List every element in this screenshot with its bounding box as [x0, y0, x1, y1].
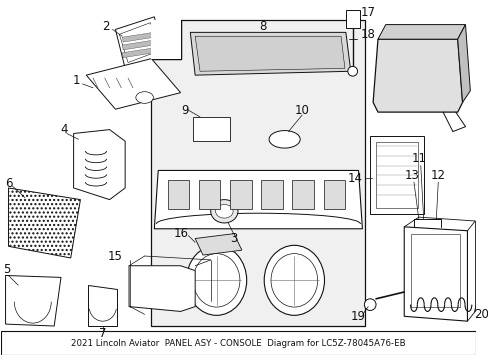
Polygon shape — [129, 266, 195, 311]
Text: 3: 3 — [230, 232, 237, 245]
Polygon shape — [195, 234, 242, 255]
Polygon shape — [74, 130, 125, 199]
Ellipse shape — [270, 253, 317, 307]
Ellipse shape — [347, 66, 357, 76]
Polygon shape — [457, 24, 469, 102]
Polygon shape — [88, 285, 117, 326]
Text: 13: 13 — [404, 169, 419, 182]
Text: 8: 8 — [259, 20, 266, 33]
Text: 19: 19 — [350, 310, 366, 323]
Polygon shape — [404, 227, 467, 321]
Bar — [292, 180, 313, 210]
Polygon shape — [119, 23, 159, 63]
Bar — [161, 250, 331, 320]
Ellipse shape — [193, 253, 240, 307]
Ellipse shape — [210, 199, 238, 223]
Text: 2: 2 — [102, 20, 109, 33]
Text: 9: 9 — [182, 104, 189, 117]
Bar — [323, 180, 344, 210]
Text: 1: 1 — [73, 75, 80, 87]
Bar — [345, 10, 359, 27]
Text: 17: 17 — [360, 6, 375, 19]
Text: 4: 4 — [60, 123, 67, 136]
Polygon shape — [122, 40, 154, 50]
Text: 18: 18 — [360, 28, 375, 41]
Text: 20: 20 — [473, 308, 488, 321]
Bar — [261, 180, 282, 210]
Text: 10: 10 — [294, 104, 309, 117]
Bar — [0, 331, 475, 355]
Ellipse shape — [268, 131, 300, 148]
Bar — [167, 180, 189, 210]
Polygon shape — [154, 170, 362, 229]
Text: 2021 Lincoln Aviator  PANEL ASY - CONSOLE  Diagram for LC5Z-78045A76-EB: 2021 Lincoln Aviator PANEL ASY - CONSOLE… — [70, 338, 405, 347]
Polygon shape — [372, 39, 462, 112]
Bar — [230, 180, 251, 210]
Text: 5: 5 — [2, 263, 10, 276]
Ellipse shape — [136, 92, 153, 103]
Polygon shape — [5, 275, 61, 326]
Text: 12: 12 — [430, 169, 445, 182]
Polygon shape — [86, 59, 180, 109]
Text: 11: 11 — [410, 152, 426, 165]
Bar — [199, 180, 220, 210]
Polygon shape — [122, 32, 154, 42]
Text: 6: 6 — [5, 177, 12, 190]
Bar — [375, 142, 417, 208]
Ellipse shape — [186, 245, 246, 315]
Text: 16: 16 — [174, 227, 189, 240]
Ellipse shape — [364, 299, 375, 310]
Bar — [410, 234, 459, 307]
Ellipse shape — [215, 204, 233, 218]
Polygon shape — [151, 20, 365, 326]
Polygon shape — [190, 32, 350, 75]
Polygon shape — [195, 36, 344, 71]
Ellipse shape — [264, 245, 324, 315]
Text: 14: 14 — [346, 172, 362, 185]
Bar — [369, 136, 423, 214]
Text: 15: 15 — [108, 249, 122, 262]
Polygon shape — [8, 188, 80, 258]
Polygon shape — [115, 17, 163, 68]
Polygon shape — [377, 24, 465, 39]
Polygon shape — [122, 48, 154, 58]
Bar — [193, 117, 230, 141]
Text: 7: 7 — [99, 327, 106, 340]
Bar — [151, 20, 180, 59]
